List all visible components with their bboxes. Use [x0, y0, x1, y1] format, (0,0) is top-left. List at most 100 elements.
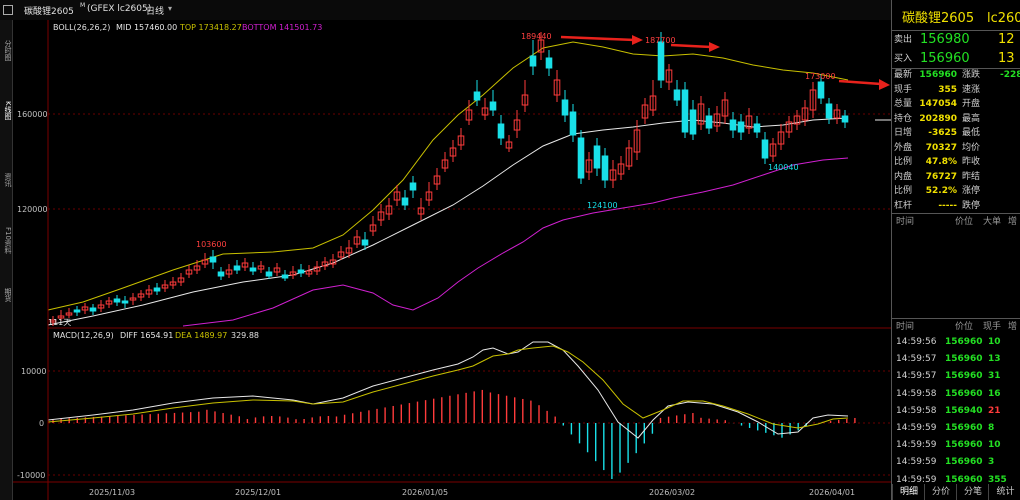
- candle-body: [265, 271, 273, 277]
- tick-price: 156960: [945, 440, 983, 451]
- tick-price: 156960: [945, 337, 983, 347]
- candle-body: [633, 129, 641, 153]
- bigorder-col-time: 时间: [896, 217, 915, 227]
- menu-icon[interactable]: [3, 5, 13, 15]
- candle-body: [689, 109, 697, 135]
- quote-stat-row: 杠杆 ----- 跌停: [892, 199, 1020, 214]
- candle-body: [65, 312, 73, 316]
- tick-price: 156940: [945, 405, 983, 416]
- date-tick-1: 2025/11/03: [89, 488, 135, 497]
- candle-body: [553, 79, 561, 96]
- tick-volume: 3: [988, 457, 995, 468]
- stat-label: 日增: [894, 128, 913, 138]
- tick-volume: 31: [988, 371, 1001, 382]
- quote-stat-row: 比例 47.8% 昨收: [892, 155, 1020, 170]
- quote-stat-row: 日增 -3625 最低: [892, 126, 1020, 141]
- candle-body: [705, 115, 713, 129]
- candle-body: [273, 267, 281, 273]
- title-bar: 碳酸锂2605 M (GFEX lc2605) 日线 ▾: [0, 0, 1020, 21]
- divider: [892, 30, 1020, 31]
- candle-body: [97, 304, 105, 309]
- candle-body: [137, 293, 145, 298]
- tick-volume: 10: [988, 337, 1001, 347]
- tab-ticks[interactable]: 分笔: [956, 484, 989, 500]
- candle-body: [337, 251, 345, 258]
- strip-tab-timeshare[interactable]: 分时图: [4, 39, 12, 61]
- strip-tab-f10[interactable]: F10资料: [4, 226, 12, 254]
- tick-price: 156960: [945, 371, 983, 382]
- tick-volume: 21: [988, 405, 1001, 416]
- tick-price: 156960: [945, 457, 983, 468]
- stat-label-right: 均价: [962, 142, 981, 153]
- divider: [892, 318, 1020, 319]
- candle-body: [721, 99, 729, 117]
- stat-label-right: 最高: [962, 113, 981, 124]
- candle-body: [241, 262, 249, 268]
- strip-tab-kline[interactable]: K线图: [4, 100, 12, 120]
- candle-body: [409, 182, 417, 191]
- candle-body: [641, 104, 649, 119]
- candle-body: [449, 147, 457, 157]
- strip-tab-futures[interactable]: 期货: [4, 288, 12, 302]
- bigorder-col-inc: 增: [1008, 217, 1018, 227]
- stat-value: 156960: [919, 70, 957, 80]
- candle-body: [577, 137, 585, 179]
- stat-label-right: 昨结: [962, 171, 981, 182]
- candle-body: [649, 95, 657, 111]
- tick-price: 156960: [945, 423, 983, 433]
- candle-body: [57, 315, 65, 319]
- candle-body: [441, 159, 449, 169]
- period-dropdown-icon[interactable]: ▾: [168, 4, 173, 13]
- candle-body: [497, 123, 505, 139]
- candle-body: [73, 309, 81, 313]
- candle-body: [625, 147, 633, 167]
- candle-body: [209, 256, 217, 263]
- high-label-2: 187700: [645, 36, 676, 45]
- tick-time: 14:59:58: [896, 405, 937, 416]
- strip-tab-news[interactable]: 资讯: [4, 173, 12, 187]
- candle-body: [657, 41, 665, 81]
- tick-volume: 16: [988, 388, 1001, 399]
- candle-body: [513, 119, 521, 131]
- tab-price-dist[interactable]: 分价: [924, 484, 957, 500]
- stat-value: 147054: [919, 99, 957, 109]
- quote-stat-row: 现手 355 速涨: [892, 83, 1020, 98]
- macd-diff: DIFF 1654.91: [120, 331, 173, 340]
- candle-body: [537, 39, 545, 53]
- stat-value: 70327: [925, 142, 957, 153]
- stat-label: 最新: [894, 70, 913, 80]
- candle-body: [545, 57, 553, 69]
- stat-value: 355: [938, 84, 957, 95]
- boll-upper-line: [47, 41, 849, 311]
- kline-chart[interactable]: BOLL(26,26,2) MID 157460.00 TOP 173418.2…: [13, 20, 891, 500]
- ticks-col-price: 价位: [955, 322, 974, 332]
- macd-value: 329.88: [231, 331, 259, 340]
- tab-stats[interactable]: 统计: [988, 484, 1020, 500]
- candle-body: [433, 175, 441, 185]
- candle-body: [761, 139, 769, 159]
- candle-body: [617, 163, 625, 175]
- candle-body: [225, 269, 233, 275]
- candle-body: [489, 101, 497, 111]
- tick-time: 14:59:59: [896, 440, 937, 451]
- quote-name: 碳酸锂2605: [902, 11, 975, 26]
- tick-time: 14:59:59: [896, 457, 937, 468]
- stat-value: 202890: [919, 113, 957, 124]
- low-label-2: 140040: [768, 163, 799, 172]
- stat-value: -----: [938, 200, 957, 211]
- stat-label-right: 涨跌: [962, 70, 981, 80]
- candle-body: [673, 89, 681, 101]
- candle-body: [785, 121, 793, 133]
- macd-diff-line: [47, 341, 849, 439]
- macd-dea-line: [47, 345, 849, 429]
- candle-body: [417, 207, 425, 215]
- candle-body: [329, 259, 337, 265]
- divider: [892, 213, 1020, 214]
- buy-label: 买入: [894, 54, 913, 64]
- days-label: 111天: [48, 318, 71, 327]
- candle-body: [281, 274, 289, 279]
- tab-detail[interactable]: 明细: [892, 484, 925, 500]
- period-selector[interactable]: 日线: [146, 7, 165, 17]
- tick-volume: 13: [988, 354, 1001, 365]
- candle-body: [257, 265, 265, 270]
